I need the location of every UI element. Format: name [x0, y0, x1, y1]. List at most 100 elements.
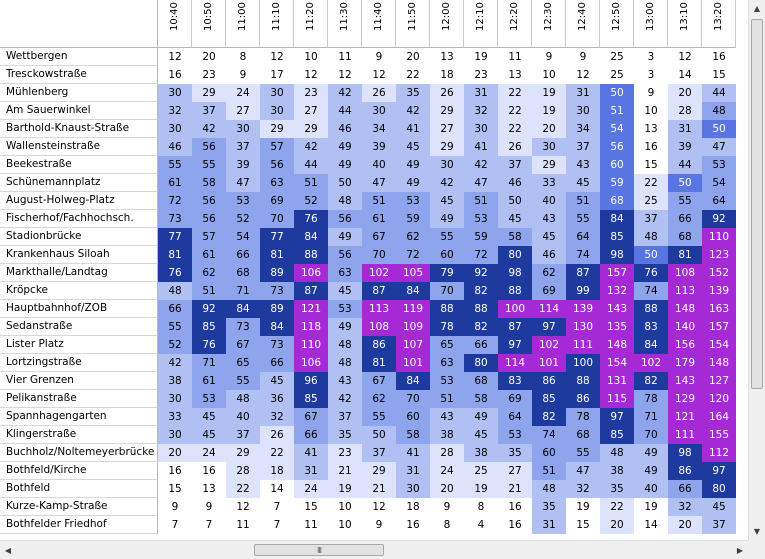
table-cell[interactable]: 42 [328, 84, 362, 102]
table-cell[interactable]: 66 [668, 210, 702, 228]
table-cell[interactable]: 21 [498, 480, 532, 498]
table-cell[interactable]: 66 [226, 246, 260, 264]
table-cell[interactable]: 15 [158, 480, 192, 498]
table-cell[interactable]: 45 [566, 174, 600, 192]
table-cell[interactable]: 8 [430, 516, 464, 534]
table-cell[interactable]: 79 [430, 264, 464, 282]
table-cell[interactable]: 56 [600, 138, 634, 156]
table-cell[interactable]: 38 [158, 372, 192, 390]
table-cell[interactable]: 25 [600, 66, 634, 84]
column-header-time[interactable]: 10:40 [158, 0, 192, 48]
table-cell[interactable]: 52 [226, 210, 260, 228]
table-cell[interactable]: 16 [158, 66, 192, 84]
table-cell[interactable]: 42 [294, 138, 328, 156]
table-cell[interactable]: 121 [294, 300, 328, 318]
table-cell[interactable]: 16 [498, 498, 532, 516]
table-cell[interactable]: 38 [464, 444, 498, 462]
table-cell[interactable]: 102 [532, 336, 566, 354]
table-cell[interactable]: 77 [260, 228, 294, 246]
column-header-time[interactable]: 11:20 [294, 0, 328, 48]
table-cell[interactable]: 113 [362, 300, 396, 318]
table-cell[interactable]: 10 [328, 516, 362, 534]
table-cell[interactable]: 96 [294, 372, 328, 390]
table-cell[interactable]: 49 [634, 444, 668, 462]
table-cell[interactable]: 30 [532, 138, 566, 156]
table-cell[interactable]: 59 [464, 228, 498, 246]
table-cell[interactable]: 70 [362, 246, 396, 264]
table-cell[interactable]: 98 [498, 264, 532, 282]
row-header-stop[interactable]: Krankenhaus Siloah [0, 246, 158, 264]
table-cell[interactable]: 55 [362, 408, 396, 426]
table-cell[interactable]: 49 [328, 156, 362, 174]
table-cell[interactable]: 87 [294, 282, 328, 300]
table-cell[interactable]: 41 [396, 444, 430, 462]
table-cell[interactable]: 12 [260, 48, 294, 66]
table-cell[interactable]: 65 [430, 336, 464, 354]
table-cell[interactable]: 19 [464, 480, 498, 498]
table-cell[interactable]: 10 [532, 66, 566, 84]
table-cell[interactable]: 78 [430, 318, 464, 336]
table-cell[interactable]: 32 [464, 102, 498, 120]
table-cell[interactable]: 53 [430, 372, 464, 390]
table-cell[interactable]: 68 [668, 228, 702, 246]
table-cell[interactable]: 66 [294, 426, 328, 444]
table-cell[interactable]: 69 [260, 192, 294, 210]
table-cell[interactable]: 68 [464, 372, 498, 390]
table-cell[interactable]: 34 [362, 120, 396, 138]
table-cell[interactable]: 23 [328, 444, 362, 462]
table-cell[interactable]: 20 [430, 480, 464, 498]
table-cell[interactable]: 30 [260, 102, 294, 120]
table-cell[interactable]: 48 [226, 390, 260, 408]
table-cell[interactable]: 47 [566, 462, 600, 480]
table-cell[interactable]: 9 [566, 48, 600, 66]
table-cell[interactable]: 84 [226, 300, 260, 318]
table-cell[interactable]: 11 [294, 516, 328, 534]
table-cell[interactable]: 48 [532, 480, 566, 498]
table-cell[interactable]: 43 [532, 210, 566, 228]
column-header-time[interactable]: 11:10 [260, 0, 294, 48]
table-cell[interactable]: 87 [498, 318, 532, 336]
row-header-stop[interactable]: Bothfelder Friedhof [0, 516, 158, 534]
table-cell[interactable]: 34 [566, 120, 600, 138]
table-cell[interactable]: 52 [158, 336, 192, 354]
table-cell[interactable]: 39 [668, 138, 702, 156]
table-cell[interactable]: 37 [498, 156, 532, 174]
table-cell[interactable]: 85 [192, 318, 226, 336]
table-cell[interactable]: 92 [464, 264, 498, 282]
table-cell[interactable]: 45 [328, 282, 362, 300]
table-cell[interactable]: 44 [668, 156, 702, 174]
table-cell[interactable]: 102 [634, 354, 668, 372]
table-cell[interactable]: 33 [532, 174, 566, 192]
table-cell[interactable]: 44 [702, 84, 736, 102]
table-cell[interactable]: 58 [192, 174, 226, 192]
table-cell[interactable]: 130 [566, 318, 600, 336]
row-header-stop[interactable]: Bothfeld/Kirche [0, 462, 158, 480]
table-cell[interactable]: 65 [226, 354, 260, 372]
table-cell[interactable]: 76 [294, 210, 328, 228]
table-cell[interactable]: 48 [634, 228, 668, 246]
table-cell[interactable]: 78 [566, 408, 600, 426]
table-cell[interactable]: 12 [668, 48, 702, 66]
row-header-stop[interactable]: Fischerhof/Fachhochsch. [0, 210, 158, 228]
column-header-time[interactable]: 12:40 [566, 0, 600, 48]
table-cell[interactable]: 85 [532, 390, 566, 408]
table-cell[interactable]: 24 [430, 462, 464, 480]
table-cell[interactable]: 16 [158, 462, 192, 480]
table-cell[interactable]: 110 [702, 228, 736, 246]
table-cell[interactable]: 50 [362, 426, 396, 444]
row-header-stop[interactable]: Hauptbahnhof/ZOB [0, 300, 158, 318]
table-cell[interactable]: 51 [600, 102, 634, 120]
column-header-time[interactable]: 13:10 [668, 0, 702, 48]
table-cell[interactable]: 62 [532, 264, 566, 282]
table-cell[interactable]: 53 [192, 390, 226, 408]
table-cell[interactable]: 163 [702, 300, 736, 318]
table-cell[interactable]: 111 [566, 336, 600, 354]
table-cell[interactable]: 31 [294, 462, 328, 480]
table-cell[interactable]: 49 [328, 138, 362, 156]
table-cell[interactable]: 98 [668, 444, 702, 462]
table-cell[interactable]: 35 [498, 444, 532, 462]
table-cell[interactable]: 9 [362, 48, 396, 66]
table-cell[interactable]: 74 [566, 246, 600, 264]
table-cell[interactable]: 15 [702, 66, 736, 84]
table-cell[interactable]: 37 [226, 426, 260, 444]
